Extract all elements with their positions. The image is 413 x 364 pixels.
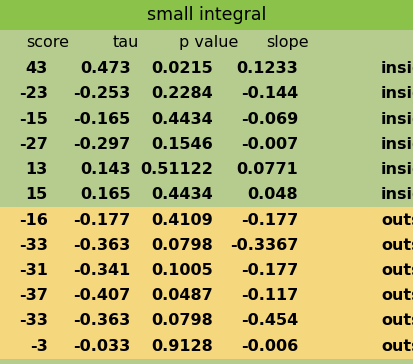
Bar: [0, 0, 413, 30]
Text: 0.143: 0.143: [80, 162, 130, 177]
Text: 0.165: 0.165: [80, 187, 130, 202]
Text: -0.297: -0.297: [73, 137, 130, 152]
Text: 0.4109: 0.4109: [151, 213, 213, 228]
Bar: [0, 132, 413, 157]
Text: 0.0487: 0.0487: [151, 288, 213, 303]
Bar: [0, 157, 413, 182]
Text: 0.51122: 0.51122: [140, 162, 213, 177]
Bar: [0, 56, 413, 81]
Text: inside: inside: [380, 162, 413, 177]
Text: 43: 43: [25, 61, 47, 76]
Text: -15: -15: [19, 112, 47, 127]
Text: 0.4434: 0.4434: [151, 187, 213, 202]
Text: -0.407: -0.407: [73, 288, 130, 303]
Text: slope: slope: [266, 35, 308, 51]
Text: -0.007: -0.007: [240, 137, 297, 152]
Bar: [0, 308, 413, 333]
Text: 0.048: 0.048: [247, 187, 297, 202]
Text: -0.165: -0.165: [73, 112, 130, 127]
Text: -0.069: -0.069: [240, 112, 297, 127]
Text: -0.3367: -0.3367: [229, 238, 297, 253]
Text: -33: -33: [19, 313, 47, 328]
Text: 0.473: 0.473: [80, 61, 130, 76]
Text: 0.0215: 0.0215: [151, 61, 213, 76]
Text: small integral: small integral: [147, 6, 266, 24]
Text: -0.341: -0.341: [73, 263, 130, 278]
Bar: [0, 107, 413, 132]
Bar: [0, 30, 413, 56]
Text: -0.253: -0.253: [73, 86, 130, 102]
Text: inside: inside: [380, 187, 413, 202]
Text: score: score: [26, 35, 69, 51]
Text: -33: -33: [19, 238, 47, 253]
Text: -0.363: -0.363: [73, 313, 130, 328]
Text: outside: outside: [380, 339, 413, 354]
Text: 0.0798: 0.0798: [151, 313, 213, 328]
Text: -3: -3: [30, 339, 47, 354]
Text: 13: 13: [25, 162, 47, 177]
Text: inside: inside: [380, 86, 413, 102]
Bar: [0, 182, 413, 207]
Text: p value: p value: [179, 35, 238, 51]
Text: -37: -37: [19, 288, 47, 303]
Bar: [0, 81, 413, 107]
Text: -0.454: -0.454: [240, 313, 297, 328]
Text: outside: outside: [380, 263, 413, 278]
Text: -0.006: -0.006: [240, 339, 297, 354]
Text: -0.177: -0.177: [240, 263, 297, 278]
Bar: [0, 333, 413, 359]
Text: 0.1233: 0.1233: [236, 61, 297, 76]
Text: -0.033: -0.033: [73, 339, 130, 354]
Text: outside: outside: [380, 238, 413, 253]
Text: inside: inside: [380, 137, 413, 152]
Text: -0.177: -0.177: [73, 213, 130, 228]
Text: outside: outside: [380, 213, 413, 228]
Text: -0.363: -0.363: [73, 238, 130, 253]
Bar: [0, 207, 413, 233]
Text: inside: inside: [380, 61, 413, 76]
Text: -16: -16: [19, 213, 47, 228]
Text: 0.1005: 0.1005: [151, 263, 213, 278]
Text: 0.1546: 0.1546: [151, 137, 213, 152]
Bar: [0, 283, 413, 308]
Text: outside: outside: [380, 288, 413, 303]
Text: 0.0798: 0.0798: [151, 238, 213, 253]
Text: -0.117: -0.117: [240, 288, 297, 303]
Bar: [0, 258, 413, 283]
Text: 0.2284: 0.2284: [151, 86, 213, 102]
Text: inside: inside: [380, 112, 413, 127]
Text: tau: tau: [113, 35, 139, 51]
Text: 0.0771: 0.0771: [236, 162, 297, 177]
Text: 0.9128: 0.9128: [151, 339, 213, 354]
Text: 0.4434: 0.4434: [151, 112, 213, 127]
Text: -27: -27: [19, 137, 47, 152]
Text: -0.177: -0.177: [240, 213, 297, 228]
Bar: [0, 233, 413, 258]
Text: 15: 15: [25, 187, 47, 202]
Text: -23: -23: [19, 86, 47, 102]
Text: outside: outside: [380, 313, 413, 328]
Text: -0.144: -0.144: [240, 86, 297, 102]
Text: -31: -31: [19, 263, 47, 278]
